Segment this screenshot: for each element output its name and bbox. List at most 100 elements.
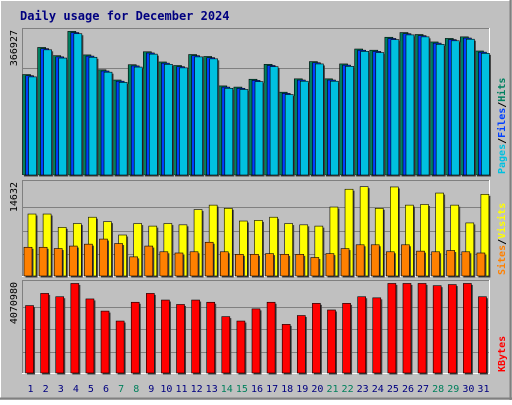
- bar-visits-sites-1: [23, 246, 33, 277]
- bar-visits-sites-12: [189, 251, 199, 277]
- day-label-16: 16: [251, 384, 263, 395]
- bar-visits-sites-20: [310, 257, 320, 277]
- bar-hits-pages-3: [58, 57, 68, 176]
- bar-kbytes-kbytes-2: [40, 293, 49, 374]
- day-label-14: 14: [221, 384, 233, 395]
- bar-kbytes-kbytes-19: [296, 315, 306, 374]
- day-label-26: 26: [402, 384, 414, 395]
- bar-kbytes-kbytes-30: [463, 283, 472, 374]
- day-label-11: 11: [175, 384, 187, 395]
- bar-kbytes-kbytes-18: [281, 324, 291, 374]
- bar-kbytes-kbytes-20: [312, 303, 321, 374]
- bar-hits-pages-29: [450, 40, 460, 176]
- bar-visits-sites-11: [174, 252, 184, 277]
- bar-visits-sites-5: [84, 243, 93, 277]
- legend-kbytes: KBytes: [497, 336, 508, 372]
- bar-visits-sites-2: [38, 246, 48, 277]
- day-label-1: 1: [28, 384, 34, 395]
- day-label-7: 7: [118, 384, 124, 395]
- day-label-18: 18: [281, 384, 293, 395]
- legend-item-hits-2: Files: [496, 108, 508, 138]
- day-label-30: 30: [462, 384, 474, 395]
- bar-kbytes-kbytes-27: [417, 283, 427, 374]
- bar-visits-sites-7: [114, 243, 123, 277]
- panel-visits: 14632 Sites/Visits: [9, 180, 508, 278]
- day-label-12: 12: [191, 384, 203, 395]
- legend-item-hits-4: Hits: [496, 78, 508, 102]
- ymax-label-kbytes: 4070980: [9, 282, 20, 324]
- bar-visits-sites-4: [68, 245, 78, 277]
- day-label-27: 27: [417, 384, 429, 395]
- legend-item-visits-1: /: [497, 239, 508, 245]
- bar-kbytes-kbytes-10: [161, 299, 170, 374]
- bar-kbytes-kbytes-11: [176, 304, 185, 374]
- bar-visits-sites-22: [340, 248, 350, 277]
- day-label-23: 23: [357, 384, 369, 395]
- bar-hits-pages-4: [73, 33, 83, 176]
- day-label-2: 2: [43, 384, 49, 395]
- bar-visits-sites-9: [144, 245, 154, 277]
- bar-kbytes-kbytes-21: [327, 309, 336, 374]
- bar-hits-pages-7: [118, 82, 128, 176]
- bar-hits-pages-25: [390, 39, 400, 176]
- bar-kbytes-kbytes-8: [130, 301, 140, 374]
- bar-kbytes-kbytes-16: [251, 308, 261, 374]
- bar-hits-pages-16: [254, 81, 264, 176]
- bar-hits-pages-18: [284, 94, 294, 176]
- legend-item-kbytes-0: KBytes: [497, 336, 508, 372]
- bar-visits-sites-13: [204, 241, 214, 277]
- bar-kbytes-kbytes-29: [447, 284, 457, 374]
- bar-kbytes-kbytes-3: [55, 296, 65, 374]
- bar-kbytes-kbytes-6: [100, 310, 110, 374]
- day-label-28: 28: [432, 384, 444, 395]
- bar-kbytes-kbytes-23: [357, 296, 366, 374]
- bar-visits-sites-23: [355, 244, 365, 277]
- bar-hits-pages-31: [481, 53, 490, 176]
- day-label-6: 6: [103, 384, 109, 395]
- bar-hits-pages-17: [269, 66, 279, 176]
- bar-kbytes-kbytes-13: [206, 301, 216, 374]
- bar-visits-sites-6: [99, 238, 108, 277]
- bar-hits-pages-14: [224, 87, 234, 176]
- legend-visits: Sites/Visits: [496, 203, 508, 275]
- bar-kbytes-kbytes-7: [115, 320, 125, 374]
- bar-hits-pages-20: [315, 63, 324, 176]
- bar-visits-sites-15: [235, 254, 244, 277]
- day-label-29: 29: [447, 384, 459, 395]
- bar-hits-pages-28: [435, 44, 445, 176]
- bar-hits-pages-23: [360, 51, 369, 176]
- legend-item-visits-2: Visits: [496, 203, 508, 239]
- chart-title: Daily usage for December 2024: [20, 9, 230, 23]
- bar-visits-sites-24: [370, 244, 380, 277]
- bar-kbytes-kbytes-31: [478, 296, 487, 374]
- day-label-31: 31: [477, 384, 489, 395]
- bar-visits-sites-31: [476, 252, 486, 277]
- ymax-label-visits: 14632: [9, 182, 20, 212]
- bar-visits-sites-8: [129, 256, 138, 277]
- bar-hits-pages-2: [43, 49, 52, 176]
- legend-item-hits-1: /: [497, 138, 508, 144]
- bar-kbytes-kbytes-22: [342, 303, 351, 374]
- bar-hits-pages-27: [420, 36, 430, 176]
- bar-kbytes-kbytes-9: [146, 293, 155, 374]
- bar-visits-sites-29: [446, 250, 456, 277]
- bar-kbytes-kbytes-24: [372, 297, 382, 374]
- bar-hits-pages-19: [299, 80, 309, 176]
- bar-kbytes-kbytes-14: [221, 316, 231, 374]
- bar-visits-sites-28: [431, 251, 440, 277]
- bar-visits-sites-17: [265, 253, 274, 277]
- bar-visits-sites-27: [416, 250, 425, 277]
- bar-hits-pages-8: [133, 66, 143, 176]
- chart-panels: 366927Pages/Files/Hits14632Sites/Visits4…: [9, 28, 508, 375]
- day-label-21: 21: [326, 384, 338, 395]
- bar-kbytes-kbytes-5: [85, 298, 95, 374]
- day-label-10: 10: [160, 384, 172, 395]
- day-label-19: 19: [296, 384, 308, 395]
- bar-visits-sites-10: [159, 251, 169, 277]
- day-label-20: 20: [311, 384, 323, 395]
- panel-kbytes: 4070980 KBytes: [9, 280, 508, 375]
- bar-visits-sites-30: [461, 251, 471, 277]
- ymax-label-hits: 366927: [9, 30, 20, 66]
- bar-kbytes-kbytes-28: [432, 285, 442, 374]
- bar-visits-sites-3: [53, 248, 63, 277]
